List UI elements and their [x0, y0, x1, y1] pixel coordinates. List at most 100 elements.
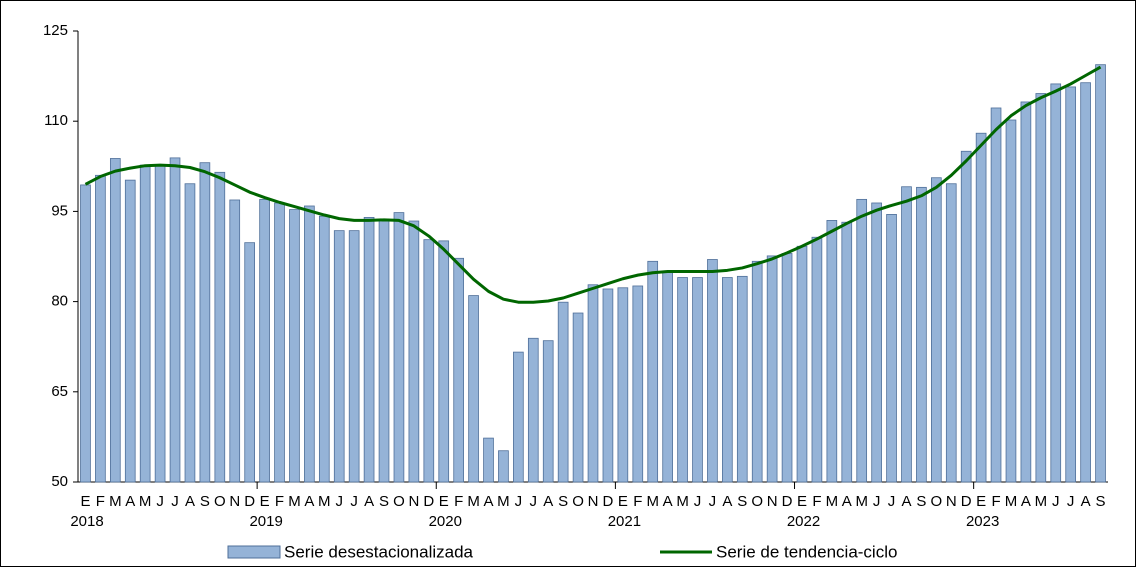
bar [736, 275, 748, 483]
bar [587, 284, 599, 483]
x-tick-label: F [812, 493, 821, 510]
x-tick-label: A [185, 493, 195, 510]
bar [229, 199, 241, 483]
x-tick-label: S [737, 493, 747, 510]
x-tick-label: N [408, 493, 419, 510]
bar [841, 221, 853, 483]
x-tick-label: F [275, 493, 284, 510]
bar [1035, 93, 1047, 483]
bar [617, 287, 629, 483]
bar [438, 240, 450, 483]
x-tick-label: E [439, 493, 449, 510]
bar [557, 301, 569, 483]
x-tick-label: D [961, 493, 972, 510]
y-tick-label: 110 [44, 112, 68, 129]
x-tick-label: O [214, 493, 226, 510]
bar [1050, 83, 1062, 483]
bar [766, 255, 778, 483]
x-tick-label: A [842, 493, 852, 510]
x-tick-label: F [633, 493, 642, 510]
bar [1080, 82, 1091, 483]
x-tick-label: N [588, 493, 599, 510]
x-tick-label: E [80, 493, 90, 510]
bar [826, 220, 838, 483]
bar [975, 132, 987, 483]
x-tick-label: A [304, 493, 314, 510]
x-tick-label: J [350, 493, 358, 510]
bar [214, 171, 226, 483]
x-tick-label: O [751, 493, 763, 510]
bar [304, 205, 315, 483]
bar [453, 257, 464, 483]
x-tick-label: J [1067, 493, 1075, 510]
x-tick-label: J [694, 493, 702, 510]
bar [259, 198, 270, 483]
bar [632, 285, 644, 483]
x-tick-label: E [976, 493, 986, 510]
bar [781, 253, 793, 483]
x-tick-label: M [139, 493, 152, 510]
bar [1020, 101, 1032, 483]
x-tick-label: J [515, 493, 523, 510]
x-tick-label: E [797, 493, 807, 510]
x-tick-label: M [826, 493, 839, 510]
legend-swatch [227, 545, 281, 559]
bar [945, 183, 957, 483]
bar [423, 239, 435, 483]
y-tick-label: 80 [51, 293, 68, 310]
x-tick-label: M [855, 493, 868, 510]
bar [527, 337, 539, 483]
bar [647, 260, 659, 483]
x-tick-label: F [96, 493, 105, 510]
bar [811, 236, 823, 483]
bar [468, 295, 479, 483]
y-tick-label: 50 [51, 473, 68, 490]
x-tick-label: M [467, 493, 480, 510]
bar [199, 162, 211, 483]
x-tick-label: D [603, 493, 614, 510]
x-tick-label: N [946, 493, 957, 510]
x-tick-label: J [156, 493, 164, 510]
bar [960, 150, 972, 483]
bar [124, 179, 136, 483]
x-tick-label: M [318, 493, 331, 510]
bar [363, 217, 375, 483]
bar [901, 186, 912, 483]
bar [871, 202, 882, 483]
x-tick-label: A [1021, 493, 1031, 510]
year-label: 2018 [70, 513, 103, 530]
bar [677, 277, 688, 483]
x-tick-label: D [244, 493, 255, 510]
bar [408, 220, 420, 483]
x-tick-label: A [722, 493, 732, 510]
x-tick-label: A [364, 493, 374, 510]
bar [348, 230, 360, 483]
x-tick-label: J [530, 493, 538, 510]
x-tick-label: N [767, 493, 778, 510]
bar [662, 270, 673, 483]
x-tick-label: D [782, 493, 793, 510]
bar [498, 450, 509, 483]
bar [378, 218, 390, 483]
year-label: 2023 [966, 513, 999, 530]
bar [80, 184, 91, 483]
x-tick-label: S [200, 493, 210, 510]
bar [333, 230, 345, 483]
x-tick-label: S [1096, 493, 1106, 510]
bar [1095, 64, 1106, 483]
bar [751, 260, 763, 483]
x-tick-label: S [379, 493, 389, 510]
y-tick-label: 95 [51, 202, 68, 219]
x-tick-label: J [171, 493, 179, 510]
x-tick-label: A [483, 493, 493, 510]
x-tick-label: M [109, 493, 122, 510]
bar [886, 214, 897, 483]
bar [692, 277, 703, 483]
legend-label: Serie de tendencia-ciclo [716, 542, 897, 561]
x-tick-label: E [618, 493, 628, 510]
bar [169, 157, 181, 483]
bar [289, 209, 300, 483]
y-tick-label: 65 [51, 383, 68, 400]
x-tick-label: J [873, 493, 881, 510]
bar [483, 437, 494, 483]
